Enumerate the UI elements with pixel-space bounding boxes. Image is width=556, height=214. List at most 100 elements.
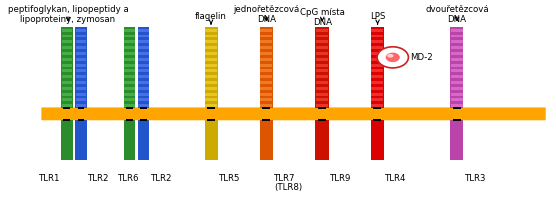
Bar xyxy=(63,119,71,121)
Bar xyxy=(76,75,86,78)
Bar xyxy=(371,27,384,108)
Bar xyxy=(316,104,328,107)
Text: TLR2: TLR2 xyxy=(151,174,172,183)
Bar xyxy=(260,104,272,107)
Bar xyxy=(62,58,72,61)
Text: TLR6: TLR6 xyxy=(117,174,139,183)
Bar xyxy=(316,75,328,78)
Bar xyxy=(260,98,272,101)
Bar xyxy=(76,46,86,49)
Bar xyxy=(75,27,87,108)
Bar xyxy=(75,120,87,160)
Bar xyxy=(316,58,328,61)
Bar xyxy=(124,120,135,160)
Bar xyxy=(62,81,72,84)
Bar xyxy=(318,107,326,109)
Bar xyxy=(371,120,384,160)
Text: jednořetězcová
DNA: jednořetězcová DNA xyxy=(234,4,300,24)
Bar xyxy=(205,75,217,78)
Bar xyxy=(205,27,218,108)
Bar xyxy=(260,75,272,78)
Bar xyxy=(138,40,149,43)
Bar xyxy=(371,64,383,67)
Text: MD-2: MD-2 xyxy=(410,53,433,62)
Bar xyxy=(125,93,135,96)
Bar xyxy=(125,69,135,72)
Bar xyxy=(371,46,383,49)
Bar xyxy=(316,52,328,55)
Bar xyxy=(207,107,215,109)
Bar xyxy=(318,119,326,121)
Bar xyxy=(138,52,149,55)
Bar xyxy=(138,69,149,72)
Bar xyxy=(76,104,86,107)
Bar xyxy=(260,81,272,84)
Bar xyxy=(371,35,383,37)
Bar xyxy=(78,107,85,109)
Bar xyxy=(76,58,86,61)
Text: TLR9: TLR9 xyxy=(330,174,351,183)
Bar xyxy=(450,27,463,108)
Bar xyxy=(205,120,218,160)
Bar xyxy=(260,93,272,96)
Bar xyxy=(62,98,72,101)
Bar xyxy=(453,107,460,109)
Bar xyxy=(62,29,72,32)
Bar xyxy=(316,81,328,84)
Bar xyxy=(371,104,383,107)
Bar xyxy=(205,29,217,32)
Bar xyxy=(76,40,86,43)
Bar xyxy=(316,93,328,96)
Bar xyxy=(260,27,272,108)
Bar xyxy=(451,87,463,90)
Bar xyxy=(371,75,383,78)
Bar xyxy=(126,119,133,121)
Bar xyxy=(451,69,463,72)
Bar xyxy=(205,40,217,43)
Bar xyxy=(76,98,86,101)
Bar xyxy=(205,58,217,61)
Bar xyxy=(451,81,463,84)
Bar xyxy=(138,35,149,37)
Bar xyxy=(125,29,135,32)
Bar xyxy=(316,46,328,49)
Bar xyxy=(62,64,72,67)
Bar xyxy=(451,35,463,37)
Bar xyxy=(451,29,463,32)
Text: peptifoglykan, lipopeptidy a
lipoproteiny, zymosan: peptifoglykan, lipopeptidy a lipoprotein… xyxy=(8,4,128,24)
Bar xyxy=(262,119,270,121)
Ellipse shape xyxy=(377,47,409,68)
Bar xyxy=(260,29,272,32)
Bar xyxy=(374,119,381,121)
Bar xyxy=(205,104,217,107)
Bar xyxy=(260,69,272,72)
Bar xyxy=(316,64,328,67)
Bar xyxy=(125,75,135,78)
Bar xyxy=(62,46,72,49)
Bar xyxy=(453,119,460,121)
Bar xyxy=(138,75,149,78)
Bar xyxy=(371,40,383,43)
Text: TLR2: TLR2 xyxy=(88,174,110,183)
Bar xyxy=(125,52,135,55)
Bar xyxy=(371,98,383,101)
Bar xyxy=(371,29,383,32)
Text: TLR7
(TLR8): TLR7 (TLR8) xyxy=(274,174,302,192)
Bar xyxy=(207,119,215,121)
Bar xyxy=(76,64,86,67)
Bar xyxy=(138,120,150,160)
Bar xyxy=(138,58,149,61)
Bar xyxy=(260,87,272,90)
Text: dvouřetězcová
DNA: dvouřetězcová DNA xyxy=(425,4,489,24)
Bar xyxy=(62,93,72,96)
Bar xyxy=(61,27,73,108)
Bar xyxy=(125,40,135,43)
Bar xyxy=(125,81,135,84)
Bar xyxy=(205,52,217,55)
Bar xyxy=(125,98,135,101)
Bar xyxy=(451,58,463,61)
Bar xyxy=(205,81,217,84)
Bar xyxy=(138,81,149,84)
Bar xyxy=(125,35,135,37)
Bar xyxy=(450,120,463,160)
